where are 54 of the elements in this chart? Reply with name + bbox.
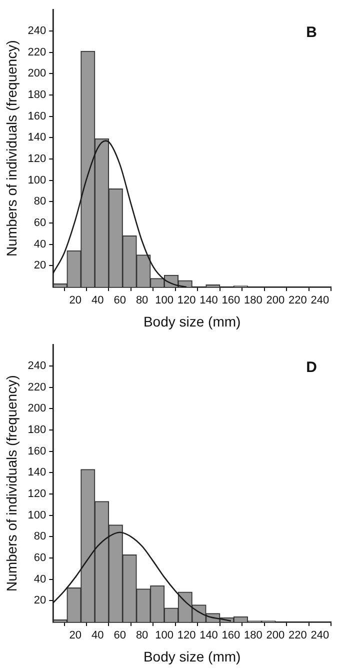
x-tick-label: 100 — [155, 630, 174, 642]
y-tick-label: 180 — [28, 88, 46, 101]
y-tick-label: 220 — [28, 46, 46, 58]
x-axis-title: Body size (mm) — [143, 648, 241, 664]
x-tick-label: 120 — [177, 630, 196, 642]
annotation: B — [306, 24, 318, 42]
y-tick-label: 140 — [28, 466, 46, 479]
x-tick-label: 120 — [177, 294, 196, 307]
x-tick-label: 200 — [266, 630, 285, 642]
y-tick-label: 80 — [34, 530, 46, 543]
x-tick-label: 200 — [266, 294, 285, 307]
y-tick-label: 140 — [28, 132, 46, 144]
x-tick-label: 20 — [69, 294, 82, 307]
y-tick-label: 160 — [28, 110, 46, 122]
y-tick-label: 40 — [34, 573, 46, 586]
y-tick-label: 120 — [28, 153, 46, 165]
y-tick-label: 40 — [34, 238, 46, 250]
y-tick-label: 100 — [28, 509, 46, 522]
x-tick-label: 180 — [244, 630, 262, 642]
y-tick-label: 100 — [28, 174, 46, 186]
annotation: D — [306, 359, 318, 376]
y-tick-label: 240 — [28, 24, 46, 37]
x-axis-title: Body size (mm) — [143, 313, 241, 330]
x-tick-label: 220 — [288, 630, 307, 642]
x-tick-label: 180 — [244, 294, 262, 307]
x-tick-label: 240 — [310, 630, 330, 642]
x-tick-label: 140 — [200, 294, 218, 307]
x-tick-label: 100 — [155, 294, 174, 307]
y-tick-label: 80 — [34, 196, 46, 208]
x-tick-label: 220 — [288, 294, 307, 307]
x-tick-label: 160 — [222, 294, 240, 307]
x-tick-label: 60 — [114, 294, 126, 307]
y-tick-label: 60 — [34, 552, 46, 564]
y-tick-label: 20 — [34, 260, 46, 272]
x-tick-label: 80 — [136, 630, 148, 642]
y-tick-label: 240 — [28, 360, 46, 372]
y-axis-title: Numbers of individuals (frequency) — [3, 375, 20, 592]
y-tick-label: 20 — [34, 594, 46, 607]
y-tick-label: 160 — [28, 445, 46, 458]
y-tick-label: 200 — [28, 402, 46, 415]
y-tick-label: 220 — [28, 381, 46, 394]
y-tick-label: 120 — [28, 488, 46, 500]
x-tick-label: 40 — [91, 630, 104, 642]
x-tick-label: 40 — [91, 294, 104, 307]
x-tick-label: 20 — [69, 630, 82, 642]
x-tick-label: 60 — [114, 630, 126, 642]
y-tick-label: 60 — [34, 217, 46, 230]
y-tick-label: 180 — [28, 424, 46, 436]
x-tick-label: 160 — [222, 630, 240, 642]
y-tick-label: 200 — [28, 68, 46, 80]
y-axis-title: Numbers of individuals (frequency) — [3, 40, 20, 256]
x-tick-label: 140 — [200, 630, 218, 642]
x-tick-label: 80 — [136, 294, 148, 307]
x-tick-label: 240 — [310, 294, 330, 307]
